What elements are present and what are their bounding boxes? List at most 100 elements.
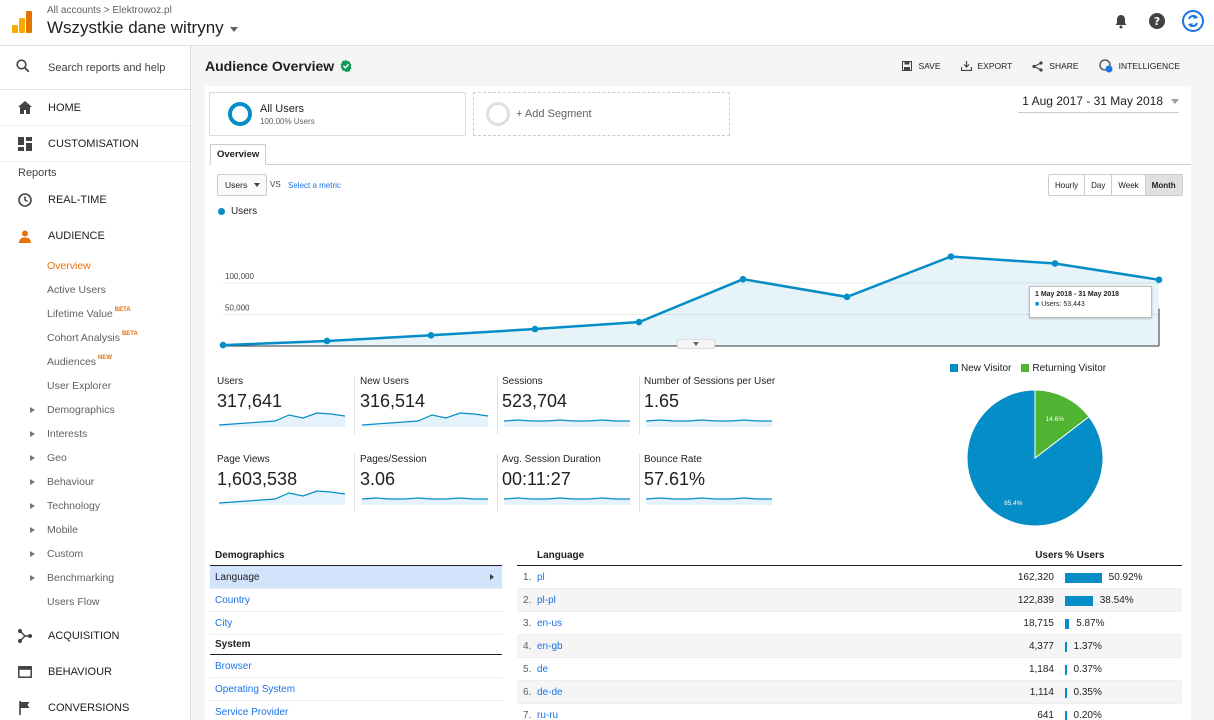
data-point[interactable] <box>947 253 955 260</box>
pct-value: 5.87% <box>1076 617 1105 629</box>
system-item-browser[interactable]: Browser <box>210 655 502 678</box>
breadcrumb-account[interactable]: All accounts <box>47 5 101 16</box>
expand-arrow-icon <box>30 431 35 437</box>
users-column-header[interactable]: Users <box>1035 550 1063 561</box>
data-point[interactable] <box>843 293 851 301</box>
demographics-item-language[interactable]: Language <box>210 566 502 589</box>
tab-overview[interactable]: Overview <box>210 144 267 165</box>
audience-sub-cohort-analysis[interactable]: Cohort Analysis BETA <box>0 326 190 350</box>
kpi-bounce-rate[interactable]: Bounce Rate 57.61% <box>644 454 786 516</box>
expand-arrow-icon <box>30 527 35 533</box>
row-number: 6. <box>523 686 532 698</box>
kpi-pages-session[interactable]: Pages/Session 3.06 <box>360 454 502 516</box>
month-button[interactable]: Month <box>1145 175 1182 195</box>
breadcrumb[interactable]: All accounts > Elektrowoz.pl <box>47 5 172 16</box>
system-item-operating-system[interactable]: Operating System <box>210 678 502 701</box>
nav-behaviour[interactable]: BEHAVIOUR <box>0 654 190 690</box>
kpi-page-views[interactable]: Page Views 1,603,538 <box>217 454 359 516</box>
system-item-service-provider[interactable]: Service Provider <box>210 701 502 720</box>
nav-realtime[interactable]: REAL-TIME <box>0 182 190 218</box>
demographics-item-city[interactable]: City <box>210 612 502 635</box>
audience-sub-benchmarking[interactable]: Benchmarking <box>0 566 190 590</box>
nav-home[interactable]: HOME <box>0 90 190 126</box>
nav-customisation[interactable]: CUSTOMISATION <box>0 126 190 162</box>
pct-users-column-header[interactable]: % Users <box>1065 550 1105 561</box>
nav-acquisition[interactable]: ACQUISITION <box>0 618 190 654</box>
audience-sub-interests[interactable]: Interests <box>0 422 190 446</box>
kpi-users[interactable]: Users 317,641 <box>217 376 359 438</box>
data-point[interactable] <box>219 341 227 349</box>
nav-audience[interactable]: AUDIENCE <box>0 218 190 254</box>
metric-select[interactable]: Users <box>217 174 267 196</box>
audience-sub-users-flow[interactable]: Users Flow <box>0 590 190 614</box>
audience-sub-mobile[interactable]: Mobile <box>0 518 190 542</box>
new-visitor-swatch <box>950 364 958 372</box>
data-point[interactable] <box>427 331 435 339</box>
chevron-down-icon <box>229 26 238 32</box>
data-point[interactable] <box>1051 260 1059 267</box>
data-point[interactable] <box>635 318 643 326</box>
language-link[interactable]: ru-ru <box>537 709 559 720</box>
audience-sub-active-users[interactable]: Active Users <box>0 278 190 302</box>
intelligence-button[interactable]: INTELLIGENCE <box>1098 59 1180 73</box>
add-segment-button[interactable]: + Add Segment <box>473 92 730 136</box>
audience-sub-lifetime-value[interactable]: Lifetime Value BETA <box>0 302 190 326</box>
breadcrumb-property[interactable]: Elektrowoz.pl <box>112 5 172 16</box>
export-button[interactable]: EXPORT <box>960 61 1012 71</box>
bell-icon[interactable] <box>1110 10 1132 32</box>
hourly-button[interactable]: Hourly <box>1049 175 1086 195</box>
help-icon[interactable]: ? <box>1146 10 1168 32</box>
legend-series-label: Users <box>231 206 258 217</box>
property-selector[interactable]: Wszystkie dane witryny <box>47 18 238 38</box>
kpi-number-of-sessions-per-user[interactable]: Number of Sessions per User 1.65 <box>644 376 786 438</box>
data-point[interactable] <box>323 337 331 345</box>
sync-icon[interactable] <box>1182 10 1204 32</box>
sparkline-line <box>219 490 345 504</box>
audience-sub-audiences[interactable]: Audiences NEW <box>0 350 190 374</box>
day-button[interactable]: Day <box>1085 175 1113 195</box>
audience-sub-custom[interactable]: Custom <box>0 542 190 566</box>
segment-all-users[interactable]: All Users 100.00% Users <box>209 92 466 136</box>
language-link[interactable]: de <box>537 663 549 675</box>
language-link[interactable]: pl <box>537 571 545 583</box>
pie-slice-returning-visitor[interactable] <box>1034 389 1090 460</box>
kpi-avg-session-duration[interactable]: Avg. Session Duration 00:11:27 <box>502 454 644 516</box>
audience-sub-user-explorer[interactable]: User Explorer <box>0 374 190 398</box>
sparkline-area <box>362 413 488 427</box>
save-button[interactable]: SAVE <box>902 61 941 71</box>
audience-sub-behaviour[interactable]: Behaviour <box>0 470 190 494</box>
audience-sub-technology[interactable]: Technology <box>0 494 190 518</box>
demographics-item-country[interactable]: Country <box>210 589 502 612</box>
table-row: 5. de 1,184 0.37% <box>517 658 1182 681</box>
data-point[interactable] <box>531 325 539 333</box>
language-table: Language Users % Users 1. pl 162,320 50.92%… <box>517 550 1182 720</box>
audience-sub-demographics[interactable]: Demographics <box>0 398 190 422</box>
week-button[interactable]: Week <box>1112 175 1146 195</box>
language-link[interactable]: de-de <box>537 686 563 698</box>
feature-badge: NEW <box>98 355 113 361</box>
home-icon <box>16 99 34 117</box>
nav-conversions[interactable]: CONVERSIONS <box>0 690 190 720</box>
person-icon <box>16 227 34 245</box>
audience-sub-geo[interactable]: Geo <box>0 446 190 470</box>
pct-value: 50.92% <box>1108 571 1143 583</box>
kpi-sessions[interactable]: Sessions 523,704 <box>502 376 644 438</box>
flag-icon <box>16 699 34 717</box>
audience-sub-overview[interactable]: Overview <box>0 254 190 278</box>
segment-name: All Users <box>260 102 305 115</box>
analytics-logo-icon[interactable] <box>12 11 32 33</box>
collapse-chart-button[interactable] <box>677 339 715 349</box>
table-row: 4. en-gb 4,377 1.37% <box>517 635 1182 658</box>
kpi-value: 3.06 <box>360 469 396 489</box>
data-point[interactable] <box>1155 276 1163 284</box>
language-link[interactable]: en-us <box>537 617 563 629</box>
search-reports[interactable]: Search reports and help <box>0 46 190 90</box>
date-range-picker[interactable]: 1 Aug 2017 - 31 May 2018 <box>1018 94 1179 113</box>
data-point[interactable] <box>739 275 747 283</box>
audience-sub-label: Benchmarking <box>47 572 115 584</box>
kpi-new-users[interactable]: New Users 316,514 <box>360 376 502 438</box>
language-link[interactable]: en-gb <box>537 640 563 652</box>
share-button[interactable]: SHARE <box>1032 60 1079 72</box>
select-metric-link[interactable]: Select a metric <box>288 181 341 190</box>
language-link[interactable]: pl-pl <box>537 594 556 606</box>
